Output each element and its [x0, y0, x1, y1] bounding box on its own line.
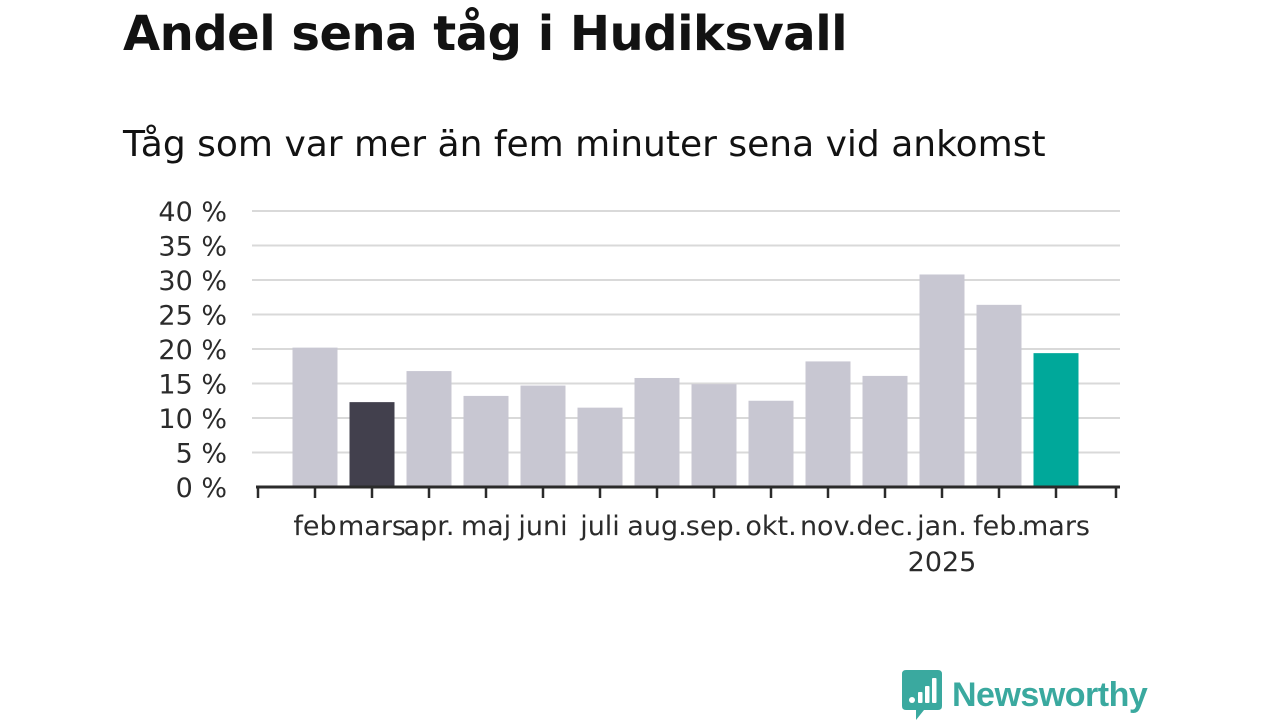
- bar-juli: [577, 407, 623, 487]
- bar-sep.: [691, 384, 737, 487]
- x-tick-label: nov.: [800, 511, 856, 542]
- x-tick-label: sep.: [686, 511, 742, 542]
- bar-jan.: [919, 274, 965, 487]
- y-tick-label: 30 %: [158, 266, 227, 297]
- x-tick-label: juni: [517, 511, 567, 542]
- chart-title: Andel sena tåg i Hudiksvall: [123, 6, 848, 62]
- bar-okt.: [748, 400, 794, 487]
- grid-lines: [252, 210, 1120, 454]
- x-tick-label: dec.: [856, 511, 913, 542]
- brand-name: Newsworthy: [952, 675, 1148, 714]
- x-tick-label: mars: [338, 511, 406, 542]
- bar-chart: 0 %5 %10 %15 %20 %25 %30 %35 %40 % feb ma…: [158, 197, 1120, 578]
- y-tick-label: 35 %: [158, 232, 227, 263]
- newsworthy-logo-icon: [902, 670, 942, 720]
- bar-aug.: [634, 377, 680, 487]
- bar-dec.: [862, 375, 908, 487]
- x-axis: [256, 485, 1120, 498]
- chart-subtitle: Tåg som var mer än fem minuter sena vid …: [123, 124, 1046, 165]
- bar-mars: [349, 402, 395, 487]
- x-tick-label: maj: [461, 511, 511, 542]
- bar-juni: [520, 385, 566, 487]
- x-tick-label: mars: [1022, 511, 1090, 542]
- bars: [292, 274, 1079, 487]
- x-year-label: 2025: [908, 547, 977, 578]
- brand-logo: Newsworthy: [902, 670, 1148, 720]
- x-tick-label: feb.: [973, 511, 1025, 542]
- y-tick-label: 0 %: [176, 473, 227, 504]
- y-tick-label: 15 %: [158, 370, 227, 401]
- x-tick-label: jan.: [916, 511, 967, 542]
- x-tick-label: juli: [579, 511, 620, 542]
- x-tick-label: okt.: [745, 511, 796, 542]
- y-tick-label: 5 %: [176, 439, 227, 470]
- bar-nov.: [805, 361, 851, 487]
- x-tick-label: feb: [293, 511, 336, 542]
- y-axis-labels: 0 %5 % 10 %15 % 20 %25 % 30 %35 % 40 %: [158, 197, 227, 504]
- bar-feb: [292, 347, 338, 487]
- bar-apr.: [406, 371, 452, 487]
- x-tick-label: aug.: [627, 511, 686, 542]
- y-tick-label: 10 %: [158, 404, 227, 435]
- bar-maj: [463, 395, 509, 487]
- y-tick-label: 40 %: [158, 197, 227, 228]
- y-tick-label: 20 %: [158, 335, 227, 366]
- bar-mars: [1033, 353, 1079, 487]
- y-tick-label: 25 %: [158, 301, 227, 332]
- x-tick-label: apr.: [404, 511, 455, 542]
- bar-feb.: [976, 304, 1022, 487]
